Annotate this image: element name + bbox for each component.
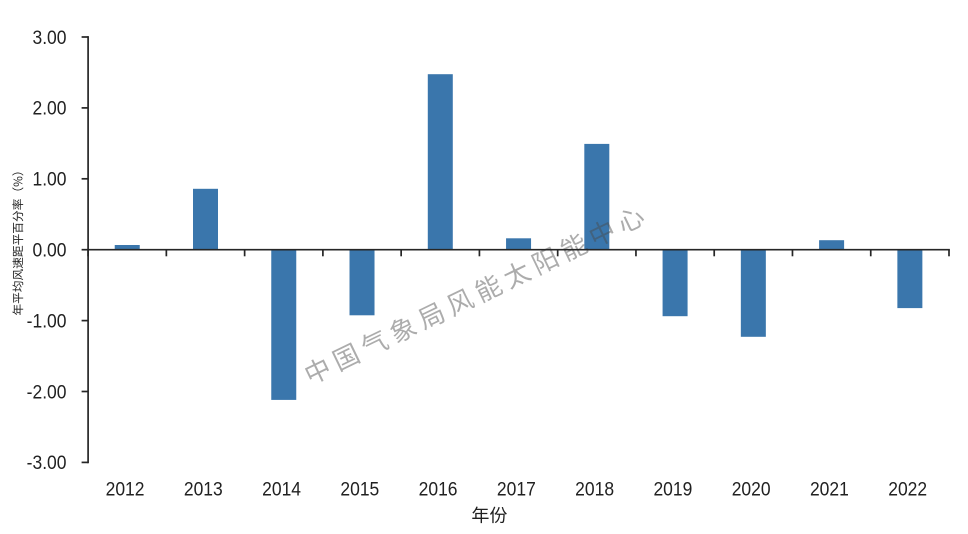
svg-text:-3.00: -3.00	[27, 452, 67, 474]
svg-text:-1.00: -1.00	[27, 310, 67, 332]
svg-text:3.00: 3.00	[32, 26, 66, 48]
svg-text:2021: 2021	[810, 478, 849, 500]
svg-text:2016: 2016	[419, 478, 458, 500]
svg-text:2017: 2017	[497, 478, 536, 500]
svg-text:2014: 2014	[262, 478, 301, 500]
svg-text:2012: 2012	[106, 478, 145, 500]
svg-text:1.00: 1.00	[32, 168, 66, 190]
svg-text:2019: 2019	[653, 478, 692, 500]
svg-text:2.00: 2.00	[32, 97, 66, 119]
svg-text:2020: 2020	[732, 478, 771, 500]
svg-text:2015: 2015	[340, 478, 379, 500]
svg-text:0.00: 0.00	[32, 239, 66, 261]
svg-text:-2.00: -2.00	[27, 381, 67, 403]
svg-text:2013: 2013	[184, 478, 223, 500]
svg-text:2022: 2022	[888, 478, 927, 500]
svg-text:2018: 2018	[575, 478, 614, 500]
